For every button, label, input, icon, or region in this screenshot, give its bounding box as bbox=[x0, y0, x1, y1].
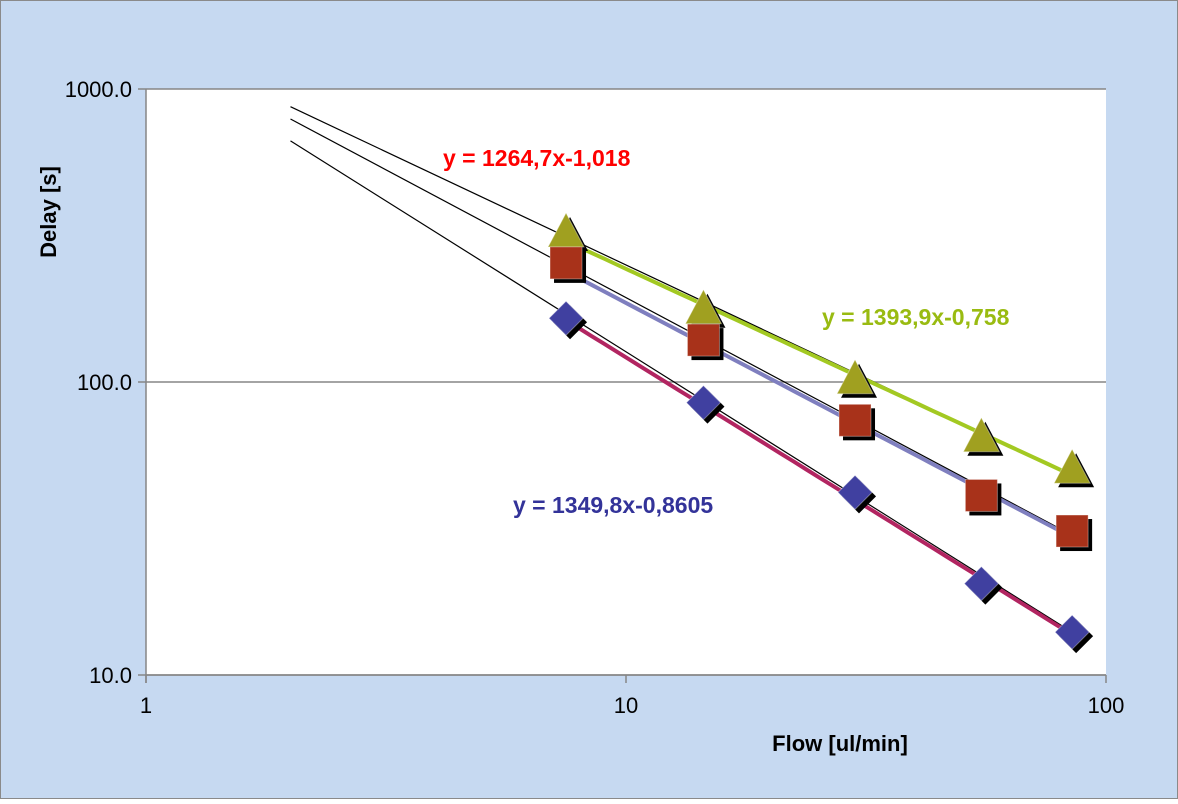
marker-diamond-2 bbox=[837, 474, 877, 514]
x-tick-label-1: 10 bbox=[614, 693, 638, 718]
marker-square-0 bbox=[549, 246, 587, 283]
trend-equation-blue: y = 1349,8x-0,8605 bbox=[513, 492, 713, 518]
marker-square-4-shape bbox=[1055, 514, 1089, 548]
fit-line-2 bbox=[290, 140, 1073, 633]
marker-square-3 bbox=[964, 478, 1002, 516]
y-tick-label-1: 100.0 bbox=[77, 370, 132, 395]
fit-line-1 bbox=[290, 118, 1073, 536]
marker-square-4 bbox=[1055, 514, 1093, 552]
marker-triangle-3 bbox=[962, 416, 1004, 456]
y-axis-label: Delay [s] bbox=[36, 166, 61, 258]
marker-square-2 bbox=[838, 403, 876, 441]
x-tick-label-2: 100 bbox=[1088, 693, 1125, 718]
marker-diamond-4-shape bbox=[1054, 614, 1090, 650]
x-axis-label: Flow [ul/min] bbox=[772, 731, 908, 756]
marker-diamond-2-shape bbox=[837, 474, 873, 511]
marker-square-1 bbox=[686, 323, 724, 361]
trend-equation-red: y = 1264,7x-1,018 bbox=[443, 145, 631, 171]
marker-diamond-1-shape bbox=[685, 384, 722, 421]
marker-diamond-0 bbox=[548, 300, 588, 340]
marker-square-2-shape bbox=[838, 403, 872, 437]
marker-triangle-2 bbox=[836, 358, 878, 398]
marker-triangle-1-shape bbox=[684, 288, 723, 325]
marker-triangle-4-shape bbox=[1053, 448, 1091, 484]
trend-equation-green: y = 1393,9x-0,758 bbox=[822, 304, 1010, 330]
marker-diamond-1 bbox=[685, 384, 725, 424]
marker-triangle-3-shape bbox=[962, 416, 1001, 453]
marker-triangle-4 bbox=[1053, 448, 1095, 488]
marker-diamond-0-shape bbox=[548, 300, 584, 336]
marker-square-1-shape bbox=[686, 323, 720, 357]
marker-square-0-shape bbox=[549, 246, 583, 280]
data-markers bbox=[547, 211, 1095, 654]
marker-triangle-2-shape bbox=[836, 358, 874, 395]
y-tick-label-2: 1000.0 bbox=[65, 77, 132, 102]
tick-labels: 10.0 100.0 1000.0 1 10 100 bbox=[65, 77, 1125, 718]
marker-triangle-1 bbox=[684, 288, 726, 328]
x-tick-label-0: 1 bbox=[140, 693, 152, 718]
marker-diamond-3-shape bbox=[963, 565, 1000, 602]
y-tick-label-0: 10.0 bbox=[89, 663, 132, 688]
marker-square-3-shape bbox=[964, 478, 998, 512]
axes bbox=[138, 88, 1107, 683]
marker-diamond-4 bbox=[1054, 614, 1094, 654]
marker-diamond-3 bbox=[963, 565, 1003, 605]
